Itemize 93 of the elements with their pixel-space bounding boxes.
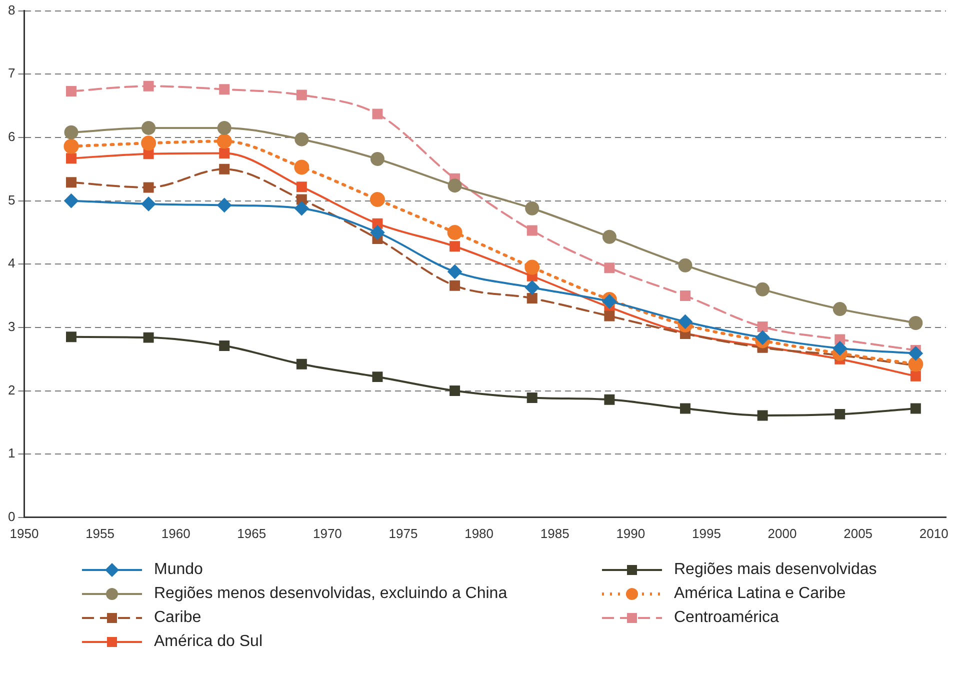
legend-label: Regiões mais desenvolvidas: [674, 561, 877, 579]
legend-label: América Latina e Caribe: [674, 585, 846, 603]
point: [64, 138, 79, 154]
point: [678, 258, 692, 272]
point: [219, 84, 230, 95]
legend-label: Mundo: [154, 561, 203, 579]
point: [66, 153, 76, 164]
point: [604, 394, 615, 405]
x-tick-label: 1960: [161, 526, 190, 541]
point: [447, 224, 462, 240]
y-tick-label: 2: [8, 382, 16, 398]
y-tick-label: 8: [8, 2, 16, 18]
point: [908, 316, 923, 330]
point: [908, 356, 924, 372]
point: [142, 196, 156, 211]
point: [294, 201, 309, 216]
point: [143, 182, 154, 193]
point: [908, 346, 923, 360]
point: [832, 302, 847, 316]
point: [448, 178, 462, 193]
point: [526, 293, 538, 304]
point: [525, 201, 540, 216]
point: [294, 132, 309, 146]
point: [448, 264, 462, 279]
y-tick-label: 1: [8, 446, 16, 461]
x-tick-label: 2000: [768, 526, 797, 541]
y-tick-label: 4: [8, 256, 16, 271]
point: [370, 192, 385, 208]
point: [64, 125, 78, 140]
x-tick-label: 1990: [616, 526, 646, 541]
point: [526, 392, 538, 403]
x-tick-label: 1980: [464, 526, 494, 541]
point: [296, 90, 307, 100]
point: [757, 322, 768, 332]
point: [142, 120, 156, 135]
legend-label: Caribe: [154, 609, 202, 627]
point: [834, 334, 846, 345]
x-tick-label: 1950: [10, 526, 39, 541]
x-tick-label: 2005: [844, 526, 873, 541]
point: [64, 194, 78, 208]
point: [757, 410, 768, 421]
point: [834, 408, 846, 420]
x-tick-label: 1965: [237, 526, 266, 541]
x-tick-label: 1970: [312, 526, 342, 541]
point: [680, 403, 690, 414]
point: [372, 108, 383, 120]
x-tick-label: 1985: [540, 526, 570, 541]
point: [756, 330, 770, 345]
point: [370, 225, 384, 240]
x-tick-label: 2010: [919, 526, 948, 541]
point: [525, 280, 540, 295]
legend-label: Centroamérica: [674, 609, 779, 627]
point: [219, 340, 230, 352]
x-tick-label: 1995: [692, 526, 721, 541]
y-tick-label: 3: [8, 319, 16, 334]
point: [680, 290, 690, 302]
point: [450, 280, 460, 291]
point: [832, 341, 847, 356]
point: [216, 134, 232, 149]
y-tick-label: 6: [8, 129, 16, 144]
point: [219, 164, 230, 174]
point: [296, 358, 307, 370]
point: [756, 282, 770, 296]
point: [604, 310, 615, 322]
point: [66, 177, 76, 188]
point: [370, 152, 384, 166]
point: [217, 198, 232, 212]
point: [217, 120, 232, 135]
point: [910, 370, 921, 382]
point: [450, 241, 460, 252]
point: [678, 314, 692, 329]
point: [66, 86, 76, 96]
y-tick-label: 5: [8, 192, 16, 208]
y-tick-label: 0: [8, 508, 16, 524]
point: [66, 332, 76, 342]
point: [219, 148, 230, 159]
point: [450, 386, 460, 396]
point: [372, 372, 383, 382]
point: [294, 160, 310, 175]
point: [910, 403, 921, 414]
x-tick-label: 1955: [86, 526, 114, 541]
point: [296, 182, 307, 192]
y-tick-label: 7: [8, 66, 16, 81]
x-tick-label: 1975: [388, 526, 418, 541]
point: [143, 332, 154, 343]
point: [526, 225, 538, 236]
point: [141, 136, 156, 151]
legend-label: América do Sul: [154, 633, 262, 651]
legend-label: Regiões menos desenvolvidas, excluindo a China: [154, 585, 508, 603]
point: [524, 260, 540, 275]
point: [604, 262, 615, 274]
point: [143, 80, 154, 92]
point: [602, 230, 616, 244]
